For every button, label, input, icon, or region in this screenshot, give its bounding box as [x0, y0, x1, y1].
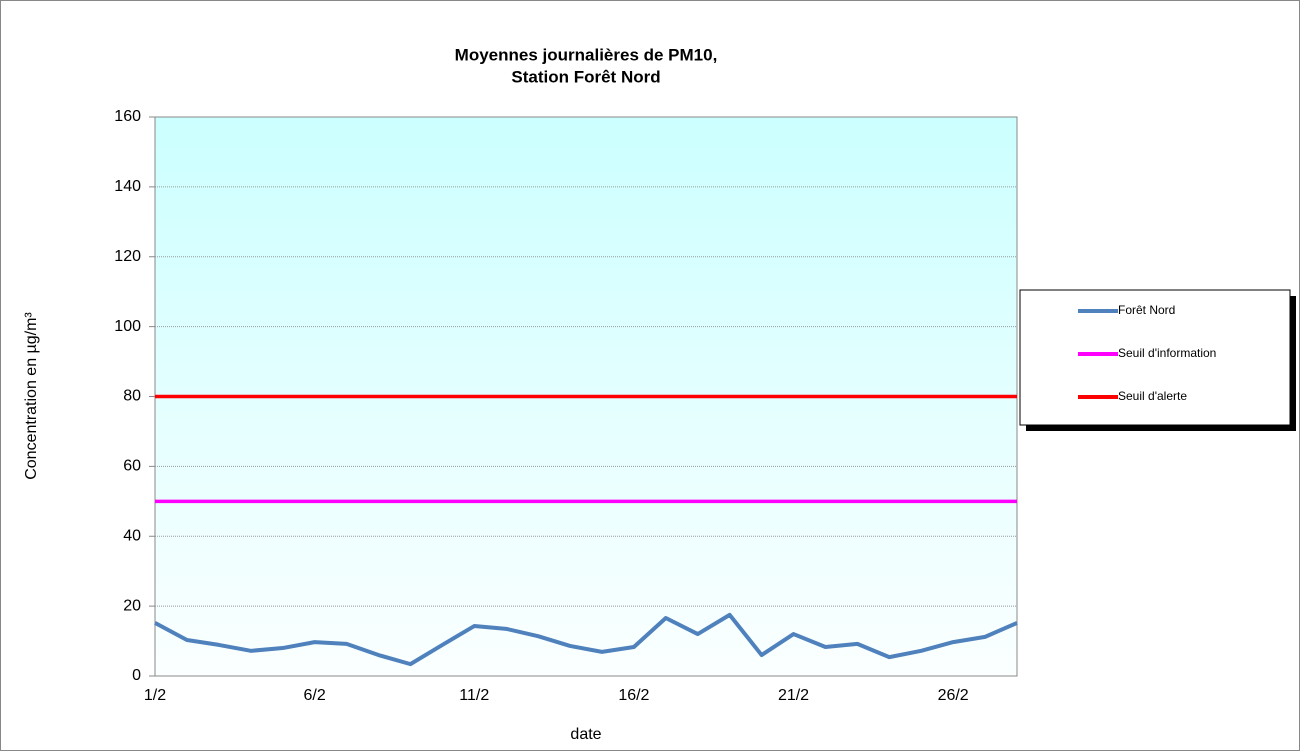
x-tick-label: 16/2: [618, 687, 649, 704]
x-tick-label: 11/2: [459, 687, 489, 704]
y-tick-label: 80: [123, 388, 141, 405]
chart-title: Moyennes journalières de PM10,: [455, 45, 718, 64]
y-tick-label: 140: [114, 178, 141, 195]
legend: [1019, 289, 1291, 426]
series-line: [154, 612, 1018, 667]
y-tick-label: 160: [114, 108, 141, 125]
y-axis-label: Concentration en µg/m³: [23, 312, 40, 480]
chart-title: Station Forêt Nord: [511, 67, 660, 86]
y-tick-label: 100: [114, 318, 141, 335]
x-tick-label: 6/2: [304, 687, 326, 704]
y-tick-label: 60: [123, 458, 141, 475]
legend-label: Seuil d'information: [1118, 346, 1216, 360]
legend-label: Seuil d'alerte: [1118, 389, 1187, 403]
x-tick-label: 26/2: [938, 687, 969, 704]
y-tick-label: 0: [132, 667, 141, 684]
y-tick-label: 120: [114, 248, 141, 265]
legend-label: Forêt Nord: [1118, 303, 1175, 317]
x-tick-label: 21/2: [778, 687, 809, 704]
y-tick-label: 20: [123, 597, 141, 614]
y-tick-label: 40: [123, 527, 141, 544]
x-tick-label: 1/2: [144, 687, 166, 704]
x-axis-label: date: [570, 726, 601, 743]
